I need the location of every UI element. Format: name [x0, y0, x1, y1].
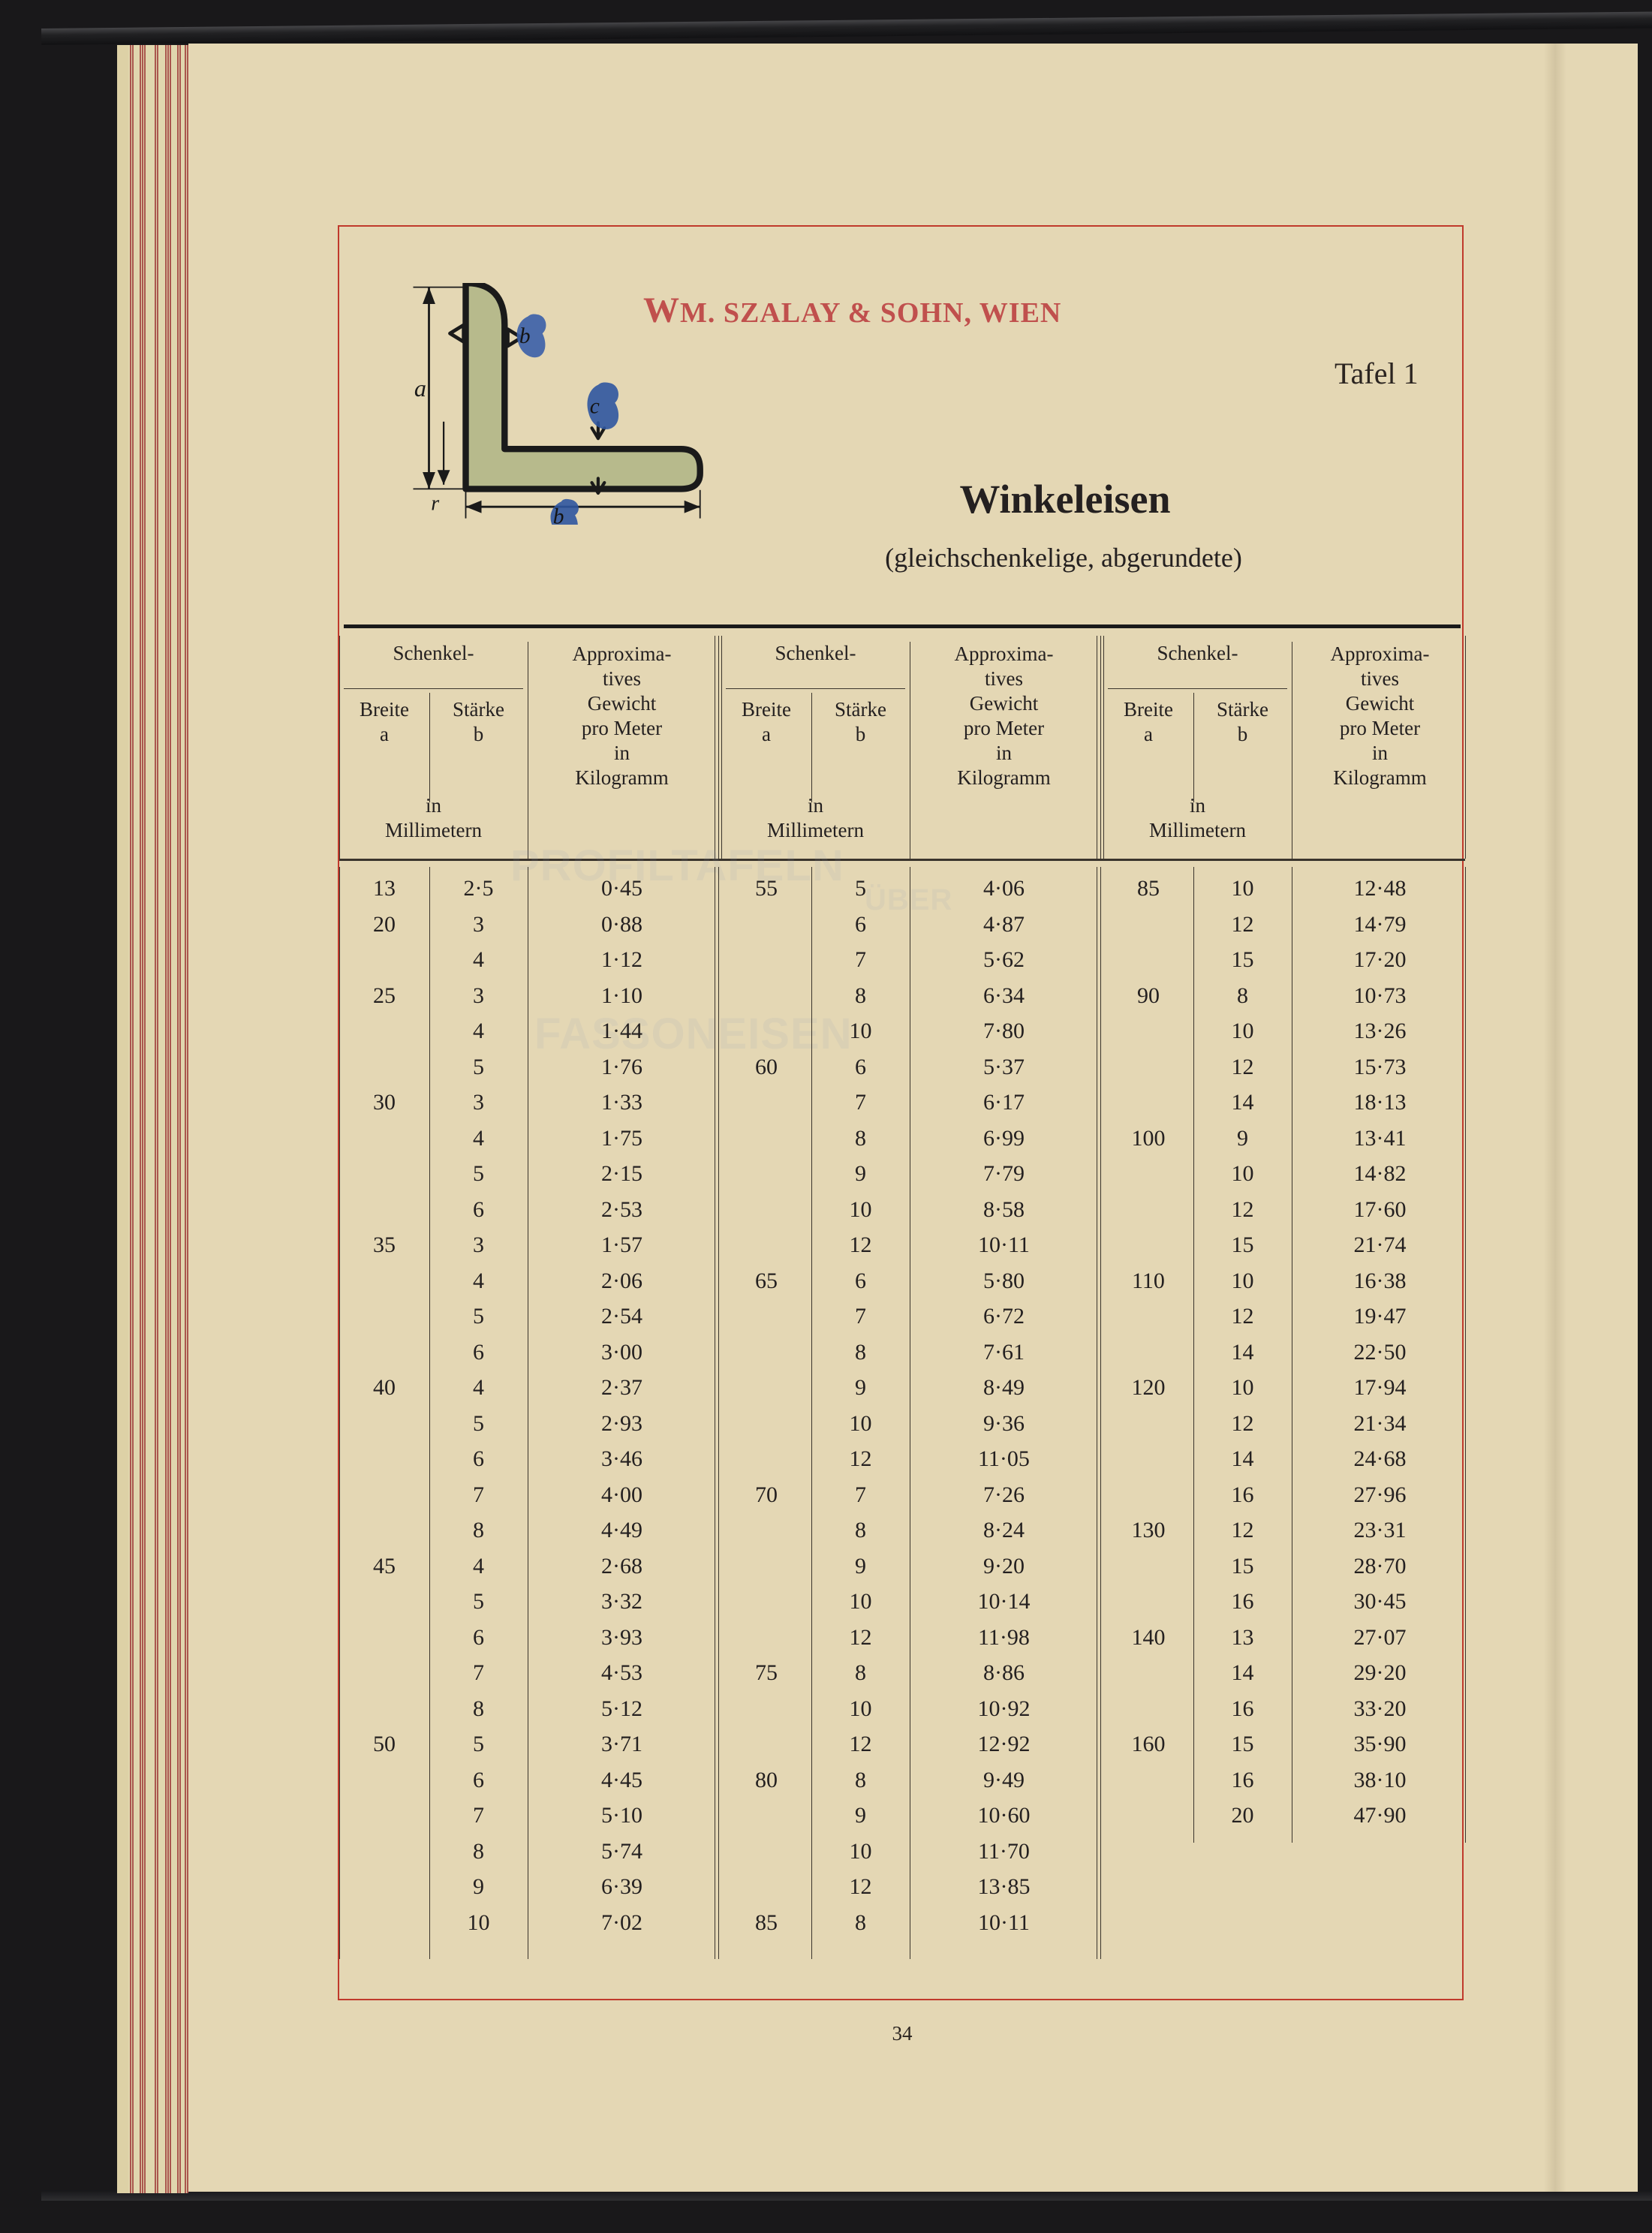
svg-text:b: b	[553, 505, 564, 525]
svg-text:a: a	[414, 375, 426, 402]
svg-text:r: r	[431, 492, 439, 515]
svg-text:b: b	[519, 324, 531, 348]
svg-text:c: c	[590, 395, 600, 419]
